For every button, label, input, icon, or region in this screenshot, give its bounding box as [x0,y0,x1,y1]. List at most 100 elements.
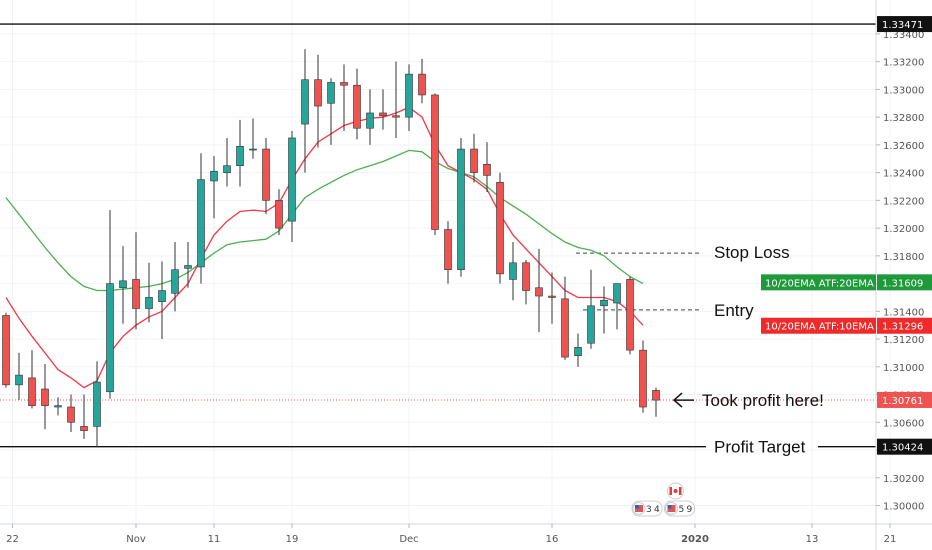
ema-label-bg [761,274,876,291]
time-axis[interactable]: 22 Nov 11 19 Dec 16 2020 13 21 [0,523,932,545]
candle-body [197,179,205,268]
candle-body [132,279,140,309]
candle-body [470,148,478,173]
candle-body [366,112,374,129]
candle [41,364,49,430]
ca-event-marker[interactable] [667,482,684,500]
candle [652,387,660,417]
stop-loss-label: Stop Loss [714,243,790,262]
candle-body [587,305,595,344]
time-tick-label: Dec [399,534,418,545]
ema-label-bg [761,317,876,334]
price-tick-label: 1.33400 [883,30,924,41]
candle-body [535,287,543,297]
event-count: 5 [679,505,685,515]
price-tag-bg [877,317,932,334]
candle [509,241,517,301]
ema20-path [5,149,644,292]
candle [15,352,23,401]
price-tick-label: 1.31800 [883,252,924,263]
ema10-path [5,106,644,389]
candle [431,93,439,236]
current-price-tag: 1.30761 [877,391,932,408]
price-tick-label: 1.30200 [883,474,924,485]
candle-body [54,405,62,408]
candle [119,246,127,324]
event-count: 3 [646,505,652,515]
level-lines [0,23,876,448]
candle-body [522,262,530,291]
candle-body [80,426,88,431]
candle-body [496,182,504,275]
ema20-label: 10/20EMA ATF:20EMA [761,274,876,291]
price-tag-text: 1.30761 [882,396,923,407]
candle [106,210,114,399]
price-tag-bg [877,391,932,408]
candle [171,241,179,312]
candle [561,276,569,360]
ema10-line [5,106,644,389]
candle [314,54,322,148]
event-more-count: 4 [654,505,660,515]
candle [184,241,192,288]
candle [340,64,348,132]
price-tag-text: 1.31609 [882,278,923,289]
time-tick-label: 11 [208,534,221,545]
candle-body [457,148,465,271]
candle-body [379,112,387,117]
candle-body [444,229,452,271]
candle [28,350,36,409]
candle [535,248,543,333]
candle [288,131,296,242]
candle [54,397,62,416]
price-tick-label: 1.30600 [883,418,924,429]
price-tick-label: 1.31200 [883,335,924,346]
candle-body [15,374,23,386]
ema10-label: 10/20EMA ATF:10EMA [761,317,876,334]
candle [236,119,244,187]
candle-body [392,115,400,118]
candle [444,221,452,284]
axis-price-tags: 10/20EMA ATF:20EMA 10/20EMA ATF:10EMA 1.33… [761,16,932,455]
price-tick-label: 1.32600 [883,141,924,152]
candle [223,137,231,187]
candle [548,272,556,324]
ema10-price-tag: 1.31296 [877,317,932,334]
candle-body [301,79,309,125]
candle-body [249,148,257,151]
time-tick-label: Nov [126,534,146,545]
candle-body [223,165,231,173]
candle-body [106,283,114,393]
candle-body [262,148,270,201]
candle [392,61,400,138]
candle [301,49,309,173]
candle [457,137,465,277]
time-tick-label: 22 [6,534,19,545]
price-tag-text: 1.33471 [882,20,923,31]
candle-body [158,290,166,302]
candle-body [184,265,192,269]
event-more-count: 9 [687,505,693,515]
candle-body [418,73,426,96]
canada-flag-bar-left [669,487,672,495]
price-tick-label: 1.32400 [883,169,924,180]
candle-body [639,349,647,408]
candle-body [509,262,517,280]
took-profit-arrow-head [672,392,683,408]
price-tag-bg [877,16,932,33]
candle [262,137,270,215]
candle-body [353,84,361,129]
resistance-price-tag: 1.33471 [877,16,932,33]
candle [249,118,257,159]
candle-body [574,347,582,357]
candle-body [2,315,10,386]
candle [418,58,426,104]
candle-body [171,269,179,294]
time-tick-label: 13 [806,534,819,545]
candle [626,276,634,355]
canada-flag-bar-right [679,487,682,495]
